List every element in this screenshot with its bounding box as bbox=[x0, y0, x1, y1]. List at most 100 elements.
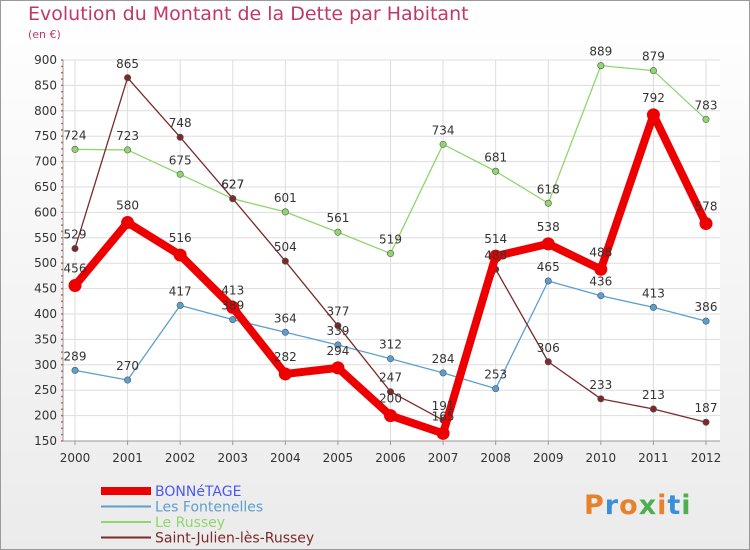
data-label-bonnetage: 456 bbox=[64, 262, 87, 276]
logo-letter: i bbox=[681, 490, 692, 521]
y-axis-minor-tick bbox=[61, 395, 63, 398]
y-tick-label: 900 bbox=[34, 53, 57, 67]
y-axis-minor-tick bbox=[61, 313, 63, 315]
data-point-le-russey bbox=[124, 146, 132, 154]
legend-label: Le Russey bbox=[155, 515, 225, 531]
data-label-bonnetage: 294 bbox=[326, 344, 349, 358]
y-axis-minor-tick bbox=[61, 338, 63, 341]
data-point-les-fontenelles bbox=[124, 376, 132, 384]
data-label-les-fontenelles: 386 bbox=[695, 300, 718, 314]
data-point-le-russey bbox=[71, 145, 79, 153]
y-axis-minor-tick bbox=[61, 167, 63, 169]
y-axis-minor-tick bbox=[61, 97, 63, 99]
y-axis-minor-tick bbox=[61, 363, 63, 366]
data-label-bonnetage: 792 bbox=[642, 91, 665, 105]
data-point-le-russey bbox=[702, 115, 710, 123]
data-point-bonnetage bbox=[489, 249, 503, 263]
y-axis-minor-tick bbox=[61, 230, 63, 233]
y-axis-minor-tick bbox=[61, 255, 63, 258]
data-point-saint-julien-les-russey bbox=[229, 195, 237, 203]
data-point-bonnetage bbox=[699, 217, 713, 231]
data-point-saint-julien-les-russey bbox=[597, 395, 605, 403]
data-label-les-fontenelles: 289 bbox=[64, 349, 87, 363]
y-axis-minor-tick bbox=[61, 344, 63, 347]
data-point-les-fontenelles bbox=[439, 369, 447, 377]
x-tick-label: 2001 bbox=[112, 451, 143, 465]
logo-letter: o bbox=[619, 490, 639, 521]
data-label-les-fontenelles: 413 bbox=[642, 286, 665, 300]
data-point-le-russey bbox=[597, 62, 605, 70]
y-axis-minor-tick bbox=[61, 116, 63, 119]
chart-title: Evolution du Montant de la Dette par Hab… bbox=[28, 3, 469, 25]
data-label-les-fontenelles: 389 bbox=[221, 299, 244, 313]
data-point-bonnetage bbox=[278, 367, 292, 381]
data-point-le-russey bbox=[334, 228, 342, 236]
y-axis-minor-tick bbox=[61, 249, 63, 252]
y-tick-label: 350 bbox=[34, 332, 57, 346]
data-point-saint-julien-les-russey bbox=[176, 133, 184, 141]
data-point-bonnetage bbox=[173, 248, 187, 262]
data-label-bonnetage: 165 bbox=[432, 409, 455, 423]
x-tick-label: 2002 bbox=[165, 451, 196, 465]
data-point-saint-julien-les-russey bbox=[334, 322, 342, 330]
y-tick-label: 300 bbox=[34, 358, 57, 372]
y-axis-minor-tick bbox=[61, 402, 63, 404]
y-axis-minor-tick bbox=[61, 332, 63, 334]
legend-label: BONNéTAGE bbox=[155, 484, 241, 500]
data-point-saint-julien-les-russey bbox=[702, 418, 710, 426]
x-tick-label: 2009 bbox=[533, 451, 564, 465]
y-axis-minor-tick bbox=[61, 141, 63, 144]
x-tick-label: 2004 bbox=[270, 451, 301, 465]
y-axis-minor-tick bbox=[61, 294, 63, 296]
y-axis-minor-tick bbox=[61, 135, 63, 138]
data-point-le-russey bbox=[439, 140, 447, 148]
data-label-le-russey: 879 bbox=[642, 50, 665, 64]
x-tick-label: 2012 bbox=[691, 451, 722, 465]
y-axis-minor-tick bbox=[61, 300, 63, 303]
data-point-les-fontenelles bbox=[386, 355, 394, 363]
y-axis-minor-tick bbox=[61, 65, 63, 68]
y-axis-minor-tick bbox=[61, 217, 63, 220]
y-tick-label: 150 bbox=[34, 434, 57, 448]
data-label-saint-julien-les-russey: 187 bbox=[695, 401, 718, 415]
y-axis-minor-tick bbox=[61, 103, 63, 106]
y-axis-minor-tick bbox=[61, 370, 63, 373]
y-axis-minor-tick bbox=[61, 148, 63, 150]
y-axis-minor-tick bbox=[61, 389, 63, 392]
y-tick-label: 800 bbox=[34, 104, 57, 118]
y-axis-minor-tick bbox=[61, 173, 63, 176]
y-axis-minor-tick bbox=[61, 275, 63, 277]
data-label-le-russey: 519 bbox=[379, 233, 402, 247]
data-label-saint-julien-les-russey: 233 bbox=[589, 378, 612, 392]
data-point-saint-julien-les-russey bbox=[386, 388, 394, 396]
data-label-saint-julien-les-russey: 247 bbox=[379, 371, 402, 385]
data-label-saint-julien-les-russey: 748 bbox=[169, 116, 192, 130]
y-axis-minor-tick bbox=[61, 281, 63, 284]
y-tick-label: 500 bbox=[34, 256, 57, 270]
data-point-le-russey bbox=[386, 250, 394, 258]
data-point-les-fontenelles bbox=[71, 366, 79, 374]
data-label-le-russey: 618 bbox=[537, 182, 560, 196]
y-axis-minor-tick bbox=[61, 421, 63, 423]
data-point-saint-julien-les-russey bbox=[281, 257, 289, 265]
data-point-les-fontenelles bbox=[281, 328, 289, 336]
logo-letter: t bbox=[667, 490, 682, 521]
data-point-les-fontenelles bbox=[334, 341, 342, 349]
data-point-saint-julien-les-russey bbox=[124, 74, 132, 82]
y-axis-minor-tick bbox=[61, 154, 63, 157]
data-point-les-fontenelles bbox=[229, 316, 237, 324]
data-point-bonnetage bbox=[121, 216, 135, 230]
data-point-le-russey bbox=[176, 170, 184, 178]
y-axis-minor-tick bbox=[61, 205, 63, 207]
legend-label: Les Fontenelles bbox=[155, 500, 263, 516]
y-axis-minor-tick bbox=[61, 90, 63, 93]
y-axis-minor-tick bbox=[61, 198, 63, 201]
data-label-les-fontenelles: 284 bbox=[432, 352, 455, 366]
y-axis-minor-tick bbox=[61, 414, 63, 417]
y-axis-minor-tick bbox=[61, 128, 63, 131]
data-label-les-fontenelles: 417 bbox=[169, 284, 192, 298]
data-label-saint-julien-les-russey: 504 bbox=[274, 240, 297, 254]
data-label-bonnetage: 538 bbox=[537, 220, 560, 234]
data-label-saint-julien-les-russey: 865 bbox=[116, 57, 139, 71]
